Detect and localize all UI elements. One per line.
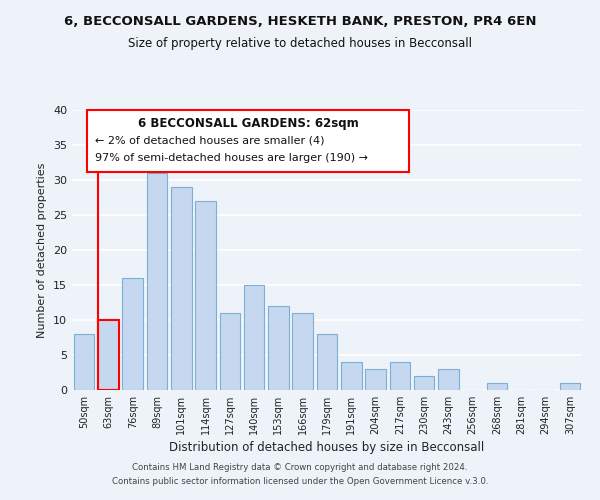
Bar	[195, 201, 216, 390]
Bar	[268, 306, 289, 390]
Bar	[389, 362, 410, 390]
Bar	[341, 362, 362, 390]
Text: Contains public sector information licensed under the Open Government Licence v.: Contains public sector information licen…	[112, 477, 488, 486]
FancyBboxPatch shape	[88, 110, 409, 172]
Text: 97% of semi-detached houses are larger (190) →: 97% of semi-detached houses are larger (…	[95, 154, 368, 164]
X-axis label: Distribution of detached houses by size in Becconsall: Distribution of detached houses by size …	[169, 441, 485, 454]
Text: Size of property relative to detached houses in Becconsall: Size of property relative to detached ho…	[128, 38, 472, 51]
Text: Contains HM Land Registry data © Crown copyright and database right 2024.: Contains HM Land Registry data © Crown c…	[132, 464, 468, 472]
Bar	[438, 369, 459, 390]
Bar	[317, 334, 337, 390]
Bar	[365, 369, 386, 390]
Bar	[244, 285, 265, 390]
Bar	[414, 376, 434, 390]
Bar	[171, 187, 191, 390]
Bar	[74, 334, 94, 390]
Text: 6, BECCONSALL GARDENS, HESKETH BANK, PRESTON, PR4 6EN: 6, BECCONSALL GARDENS, HESKETH BANK, PRE…	[64, 15, 536, 28]
Text: 6 BECCONSALL GARDENS: 62sqm: 6 BECCONSALL GARDENS: 62sqm	[137, 117, 358, 130]
Bar	[98, 320, 119, 390]
Text: ← 2% of detached houses are smaller (4): ← 2% of detached houses are smaller (4)	[95, 135, 325, 145]
Y-axis label: Number of detached properties: Number of detached properties	[37, 162, 47, 338]
Bar	[220, 313, 240, 390]
Bar	[560, 383, 580, 390]
Bar	[146, 173, 167, 390]
Bar	[487, 383, 508, 390]
Bar	[122, 278, 143, 390]
Bar	[292, 313, 313, 390]
